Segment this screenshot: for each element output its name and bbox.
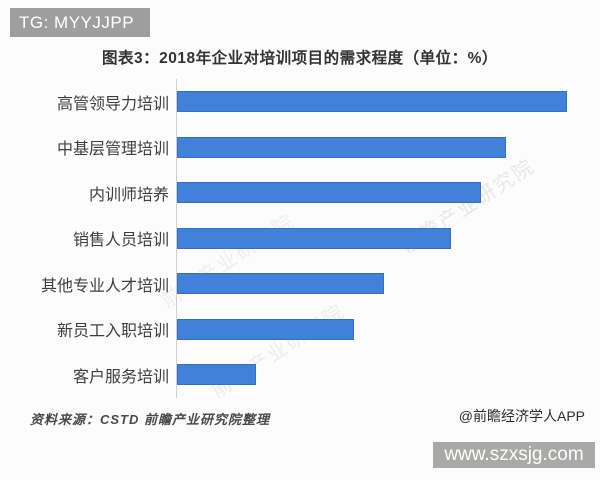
bar — [177, 136, 506, 158]
bar — [177, 91, 567, 113]
bar — [177, 364, 257, 386]
chart-row: 中基层管理培训 — [30, 124, 585, 170]
chart-row: 其他专业人才培训 — [30, 261, 585, 307]
chart-row: 新员工入职培训 — [30, 306, 585, 352]
source-note: 资料来源：CSTD 前瞻产业研究院整理 — [30, 412, 271, 427]
site-url-badge: www.szxsjg.com — [433, 442, 595, 468]
bar — [177, 318, 354, 340]
bar-track — [176, 79, 585, 125]
chart-title: 图表3：2018年企业对培训项目的需求程度（单位：%） — [102, 50, 498, 67]
bar-track — [176, 170, 585, 216]
chart-row: 内训师培养 — [30, 170, 585, 216]
category-label: 中基层管理培训 — [56, 141, 169, 159]
bar — [177, 273, 385, 295]
bar-chart: 高管领导力培训 中基层管理培训内训师培养销售人员培训其他专业人才培训新员工入职培训… — [30, 79, 585, 398]
category-label: 新员工入职培训 — [56, 323, 169, 341]
category-label: 客户服务培训 — [72, 368, 169, 386]
category-label: 销售人员培训 — [72, 232, 169, 250]
chart-row: 高管领导力培训 — [30, 79, 585, 125]
header-badge: TG: MYYJJPP — [10, 8, 150, 37]
bar — [177, 227, 452, 249]
category-label: 内训师培养 — [88, 186, 169, 204]
bar-track — [176, 215, 585, 261]
bar — [177, 182, 482, 204]
chart-row: 客户服务培训 — [30, 352, 585, 398]
category-label: 高管领导力培训 — [56, 95, 169, 113]
bar-track — [176, 352, 585, 398]
credit-note: @前瞻经济学人APP — [458, 408, 585, 424]
bar-track — [176, 124, 585, 170]
bar-track — [176, 261, 585, 307]
chart-row: 销售人员培训 — [30, 215, 585, 261]
bar-track — [176, 306, 585, 352]
category-label: 其他专业人才培训 — [40, 277, 169, 295]
